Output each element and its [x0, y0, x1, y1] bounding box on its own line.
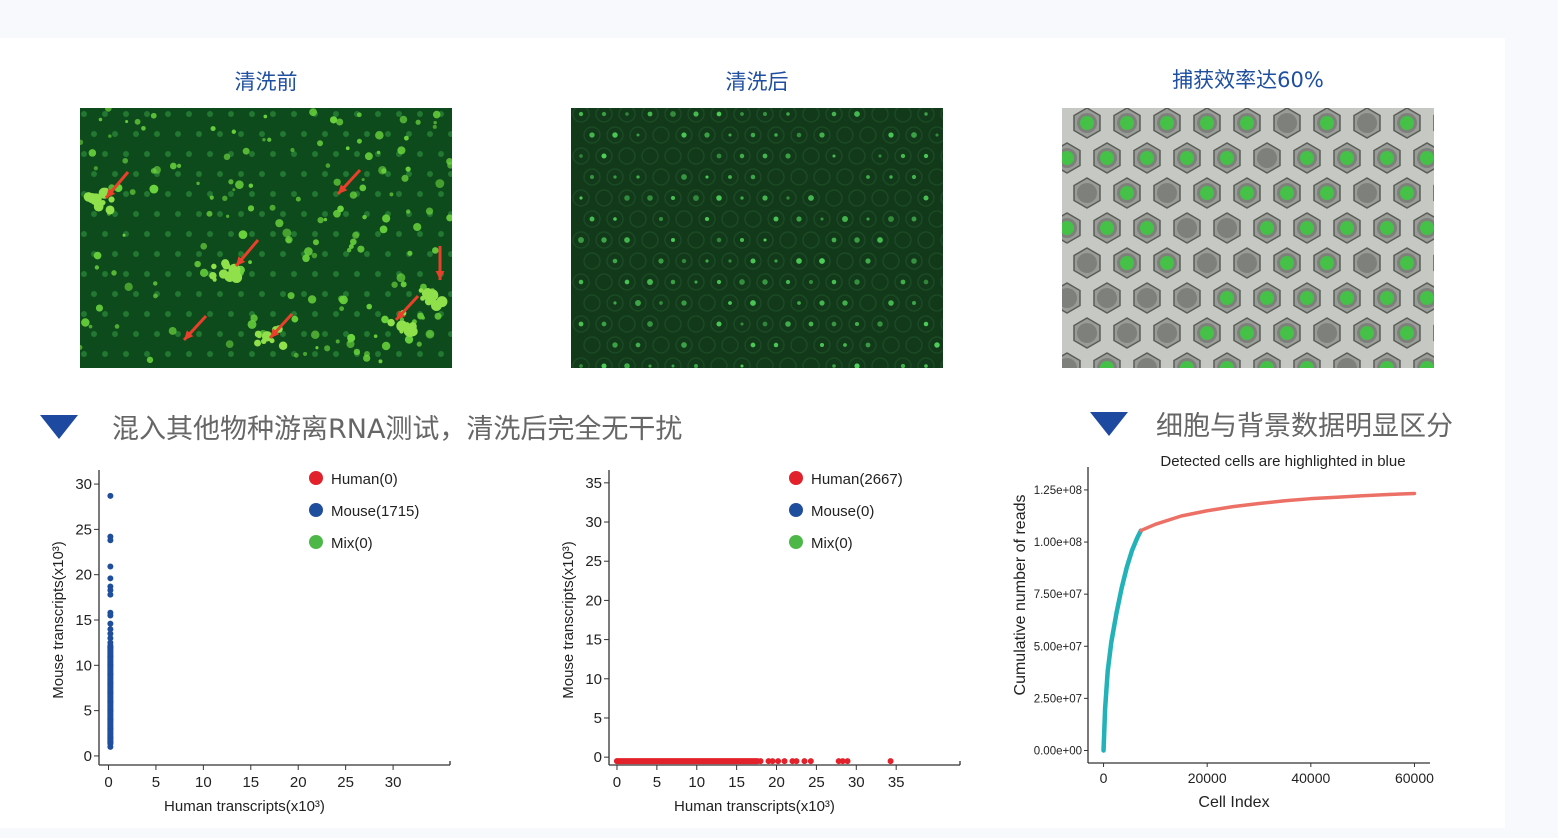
svg-text:10: 10 — [75, 657, 92, 674]
image-title-capture-efficiency: 捕获效率达60% — [1172, 68, 1324, 92]
svg-text:Human transcripts(x10³): Human transcripts(x10³) — [164, 798, 325, 815]
svg-text:0.00e+00: 0.00e+00 — [1034, 745, 1082, 757]
svg-text:5: 5 — [594, 710, 602, 727]
svg-text:25: 25 — [585, 553, 602, 570]
svg-text:30: 30 — [75, 476, 92, 493]
svg-text:Mouse transcripts(x10³): Mouse transcripts(x10³) — [50, 541, 67, 699]
image-title-after-wash: 清洗后 — [725, 70, 789, 94]
section-heading-left-text: 混入其他物种游离RNA测试，清洗后完全无干扰 — [112, 414, 683, 445]
svg-text:30: 30 — [385, 774, 402, 791]
image-title-before-wash: 清洗前 — [234, 70, 298, 94]
svg-text:15: 15 — [728, 774, 745, 791]
scatter-chart-mouse: 0 5 10 15 20 25 30 0 5 10 15 20 25 30 Human transcript… — [40, 460, 470, 825]
svg-text:Human(0): Human(0) — [331, 471, 398, 488]
svg-text:20: 20 — [585, 592, 602, 609]
svg-text:0: 0 — [1100, 770, 1108, 786]
section-heading-left: 混入其他物种游离RNA测试，清洗后完全无干扰 — [40, 407, 682, 446]
svg-text:1.00e+08: 1.00e+08 — [1034, 537, 1082, 549]
svg-text:40000: 40000 — [1291, 770, 1330, 786]
svg-text:25: 25 — [337, 774, 354, 791]
svg-text:20: 20 — [75, 567, 92, 584]
svg-text:10: 10 — [195, 774, 212, 791]
svg-text:0: 0 — [613, 774, 621, 791]
svg-text:60000: 60000 — [1395, 770, 1434, 786]
svg-text:0: 0 — [594, 749, 602, 766]
svg-text:35: 35 — [585, 475, 602, 492]
svg-text:25: 25 — [75, 521, 92, 538]
section-heading-right-text: 细胞与背景数据明显区分 — [1156, 411, 1453, 442]
svg-text:Detected cells are highlighted: Detected cells are highlighted in blue — [1160, 453, 1405, 470]
svg-text:0: 0 — [84, 748, 92, 765]
cumulative-reads-chart: Detected cells are highlighted in blue 0.… — [1000, 445, 1460, 825]
svg-text:Human(2667): Human(2667) — [811, 471, 903, 488]
scatter-chart-human: 0 5 10 15 20 25 30 35 0 5 10 15 20 25 30 35 Human transc… — [550, 460, 980, 825]
after-wash-micrograph — [571, 108, 943, 368]
svg-text:Human transcripts(x10³): Human transcripts(x10³) — [674, 798, 835, 815]
svg-text:20000: 20000 — [1188, 770, 1227, 786]
svg-text:10: 10 — [688, 774, 705, 791]
svg-text:5: 5 — [152, 774, 160, 791]
triangle-down-icon — [1090, 411, 1128, 436]
svg-text:Mouse(1715): Mouse(1715) — [331, 503, 419, 520]
svg-text:20: 20 — [768, 774, 785, 791]
capture-efficiency-micrograph — [1062, 108, 1434, 368]
section-heading-right: 细胞与背景数据明显区分 — [1090, 404, 1453, 443]
svg-text:5: 5 — [84, 703, 92, 720]
svg-text:Mouse transcripts(x10³): Mouse transcripts(x10³) — [560, 541, 577, 699]
before-wash-micrograph — [80, 108, 452, 368]
svg-text:2.50e+07: 2.50e+07 — [1034, 693, 1082, 705]
svg-text:30: 30 — [585, 514, 602, 531]
svg-text:Cumulative number of reads: Cumulative number of reads — [1012, 495, 1029, 696]
svg-text:5.00e+07: 5.00e+07 — [1034, 641, 1082, 653]
svg-text:25: 25 — [808, 774, 825, 791]
svg-text:35: 35 — [888, 774, 905, 791]
svg-text:Mix(0): Mix(0) — [331, 535, 373, 552]
svg-text:5: 5 — [653, 774, 661, 791]
svg-text:15: 15 — [75, 612, 92, 629]
svg-text:1.25e+08: 1.25e+08 — [1034, 485, 1082, 497]
svg-text:20: 20 — [290, 774, 307, 791]
triangle-down-icon — [40, 414, 78, 439]
svg-text:0: 0 — [104, 774, 112, 791]
svg-text:30: 30 — [848, 774, 865, 791]
svg-text:10: 10 — [585, 671, 602, 688]
svg-text:Mix(0): Mix(0) — [811, 535, 853, 552]
svg-text:7.50e+07: 7.50e+07 — [1034, 589, 1082, 601]
svg-text:15: 15 — [585, 632, 602, 649]
svg-text:Cell Index: Cell Index — [1198, 794, 1269, 811]
svg-text:Mouse(0): Mouse(0) — [811, 503, 874, 520]
svg-text:15: 15 — [242, 774, 259, 791]
